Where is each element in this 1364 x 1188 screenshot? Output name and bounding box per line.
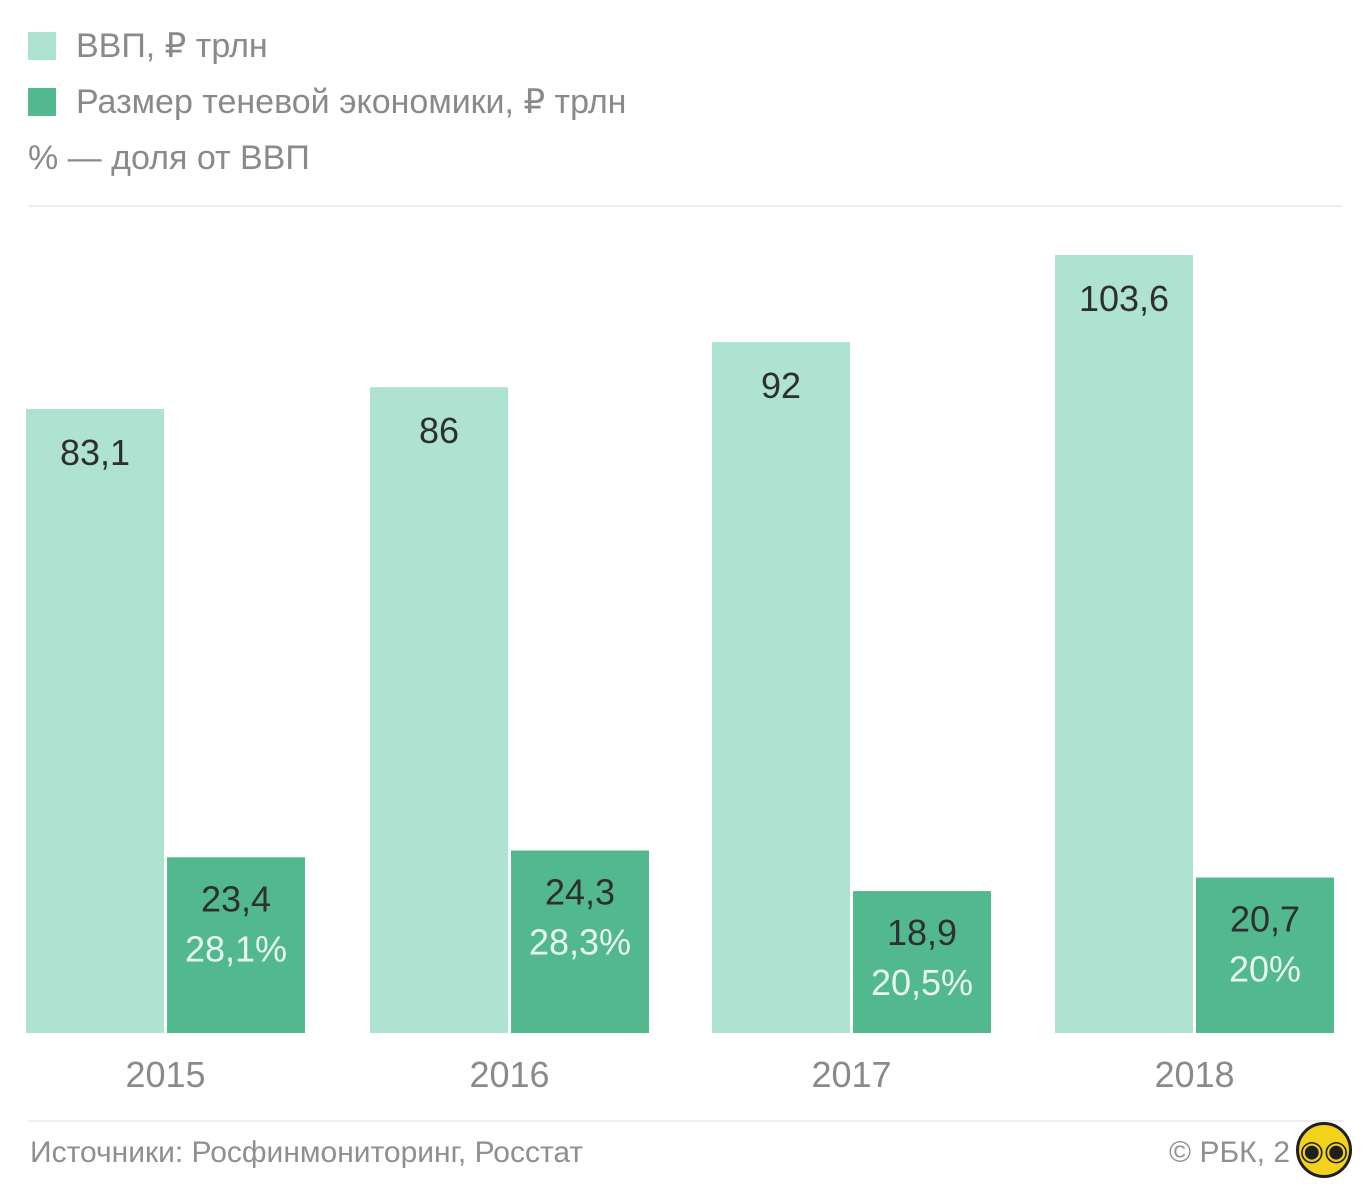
bar-chart: 83,1 23,4 28,1% 2015 86 24,3 28,3% 2016 92 18,9 20…	[26, 255, 1334, 1095]
x-tick-2018: 2018	[1154, 1054, 1234, 1095]
top-divider	[28, 205, 1342, 207]
x-tick-2015: 2015	[125, 1054, 205, 1095]
label-gdp-2016: 86	[419, 410, 459, 451]
x-tick-2017: 2017	[811, 1054, 891, 1095]
bar-gdp-2016	[370, 387, 508, 1033]
bar-shadow-economy-2015	[167, 857, 305, 1033]
sources-text: Источники: Росфинмониторинг, Росстат	[30, 1136, 584, 1169]
label-share-2015: 28,1%	[185, 928, 287, 969]
legend: ВВП, ₽ трлн Размер теневой экономики, ₽ …	[28, 18, 626, 186]
label-gdp-2015: 83,1	[60, 432, 130, 473]
bar-shadow-economy-2018	[1196, 877, 1334, 1033]
legend-item-gdp: ВВП, ₽ трлн	[28, 18, 626, 74]
legend-swatch-gdp	[28, 32, 56, 60]
label-share-2018: 20%	[1229, 949, 1301, 990]
copyright-text: © РБК, 2	[1169, 1136, 1290, 1169]
label-gdp-2018: 103,6	[1079, 278, 1169, 319]
label-share-2017: 20,5%	[871, 962, 973, 1003]
label-shadow-economy-2016: 24,3	[545, 872, 615, 913]
bottom-divider	[28, 1120, 1342, 1122]
label-shadow-economy-2018: 20,7	[1230, 899, 1300, 940]
legend-swatch-shadow-economy	[28, 88, 56, 116]
bar-gdp-2018	[1055, 255, 1193, 1033]
legend-label-gdp: ВВП, ₽ трлн	[76, 27, 268, 65]
legend-label-shadow-economy: Размер теневой экономики, ₽ трлн	[76, 83, 627, 121]
x-tick-2016: 2016	[469, 1054, 549, 1095]
label-gdp-2017: 92	[761, 365, 801, 406]
eyes-badge-icon: ◉◉	[1296, 1122, 1352, 1178]
legend-item-shadow-economy: Размер теневой экономики, ₽ трлн	[28, 74, 626, 130]
label-share-2016: 28,3%	[529, 922, 631, 963]
label-shadow-economy-2015: 23,4	[201, 878, 271, 919]
label-shadow-economy-2017: 18,9	[887, 912, 957, 953]
bar-shadow-economy-2016	[511, 850, 649, 1033]
bar-shadow-economy-2017	[853, 891, 991, 1033]
bar-gdp-2015	[26, 408, 164, 1033]
bar-gdp-2017	[712, 342, 850, 1034]
legend-note: % — доля от ВВП	[28, 139, 310, 177]
